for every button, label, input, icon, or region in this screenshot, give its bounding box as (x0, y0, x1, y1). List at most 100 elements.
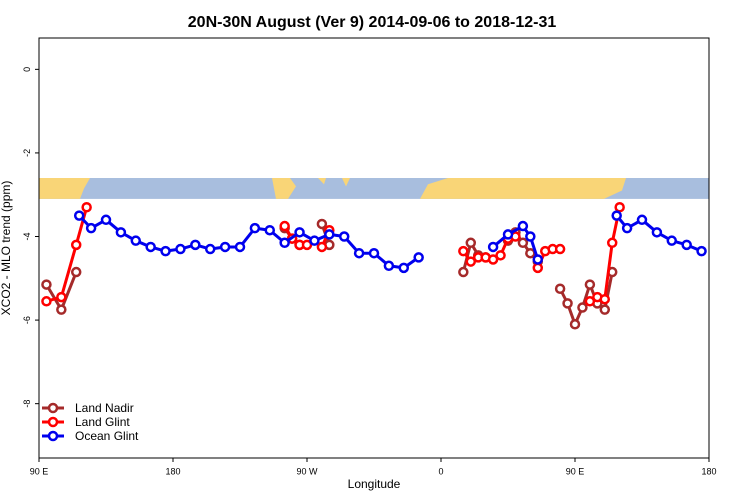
legend-label-ocean-glint: Ocean Glint (75, 429, 139, 443)
y-axis-label: XCO2 - MLO trend (ppm) (0, 181, 13, 316)
legend-entry-land-glint: Land Glint (42, 415, 130, 429)
series-2-line-0 (78, 214, 420, 270)
series-1-point (532, 262, 544, 274)
series-1-point (56, 291, 67, 303)
series-2-point (279, 237, 290, 249)
series-2-point (696, 245, 707, 257)
series-0-point (569, 319, 581, 330)
y-tick-label: 0 (22, 67, 32, 72)
map-land-0 (39, 178, 90, 199)
series-2-point (160, 245, 171, 257)
series-2-point (130, 235, 142, 246)
x-axis-label: Longitude (348, 477, 401, 491)
series-2-point (413, 252, 424, 263)
y-tick-label: -4 (22, 232, 32, 240)
series-2-point (681, 239, 692, 251)
series-0-point (458, 266, 469, 278)
series-1-point (554, 243, 566, 255)
series-2-point (204, 243, 216, 255)
series-1-point (599, 293, 611, 305)
series-2-point (383, 260, 395, 272)
series-2-point (85, 222, 97, 234)
legend-entry-land-nadir: Land Nadir (42, 401, 134, 415)
series-1-point (301, 239, 313, 251)
series-2-point (487, 241, 499, 253)
series-layer (41, 202, 707, 330)
series-1-point (458, 245, 469, 257)
series-2-point (324, 229, 335, 240)
series-2-point (398, 262, 410, 274)
series-2-point (234, 241, 246, 253)
y-tick-label: -2 (22, 149, 32, 157)
series-2-point (190, 239, 201, 251)
map-land-5 (464, 186, 474, 199)
series-2-point (517, 220, 529, 232)
x-tick-label: 180 (165, 466, 180, 476)
series-2-point (249, 222, 261, 234)
x-tick-label: 180 (701, 466, 716, 476)
series-2-point (100, 214, 112, 226)
series-2-point (532, 254, 544, 265)
series-2 (73, 210, 707, 274)
series-0-point (465, 237, 477, 249)
series-1-point (495, 250, 506, 261)
series-2-point (309, 235, 320, 246)
series-2-point (219, 241, 231, 253)
series-1-point (606, 237, 618, 249)
map-land-1 (272, 178, 296, 199)
series-2-point (115, 227, 127, 238)
series-0-point (562, 298, 573, 309)
legend-entry-ocean-glint: Ocean Glint (42, 429, 139, 443)
plot-frame (38, 37, 710, 459)
x-tick-label: 90 E (30, 466, 49, 476)
series-1-point (584, 296, 596, 307)
map-land-2 (318, 178, 326, 185)
series-2-point (145, 241, 156, 253)
series-2-point (636, 214, 648, 226)
series-1-line-0 (46, 206, 89, 303)
series-0-point (577, 302, 588, 313)
legend: Land Nadir Land Glint Ocean Glint (42, 401, 139, 443)
x-tick-label: 90 E (566, 466, 585, 476)
series-0-point (56, 304, 67, 315)
map-strip (39, 178, 709, 199)
series-0-point (525, 247, 536, 259)
series-2-point (621, 222, 633, 234)
series-2-point (502, 229, 514, 240)
series-1-point (316, 241, 328, 253)
map-land-3 (342, 178, 350, 187)
series-2-point (651, 227, 663, 238)
series-2-point (368, 247, 380, 259)
series-0-point (316, 218, 328, 230)
series-2-point (666, 235, 678, 246)
legend-label-land-nadir: Land Nadir (75, 401, 134, 415)
y-axis: 0 -2 -4 -6 -8 (22, 67, 39, 408)
series-2-point (611, 210, 622, 221)
series-1-point (614, 202, 625, 213)
series-1-point (70, 239, 82, 251)
series-2-point (73, 210, 85, 221)
map-land-4 (420, 178, 626, 199)
y-tick-label: -8 (22, 400, 32, 408)
legend-label-land-glint: Land Glint (75, 415, 130, 429)
x-tick-label: 90 W (296, 466, 318, 476)
series-1-point (487, 254, 499, 265)
series-0-point (599, 304, 611, 315)
x-axis: 90 E 180 90 W 0 90 E 180 (30, 458, 717, 476)
series-1-point (41, 296, 52, 307)
series-1-point (279, 220, 290, 232)
map-land-6 (526, 188, 552, 199)
y-tick-label: -6 (22, 316, 32, 324)
series-1-point (81, 202, 92, 213)
chart-title: 20N-30N August (Ver 9) 2014-09-06 to 201… (188, 14, 557, 31)
series-1-point (465, 256, 477, 267)
x-tick-label: 0 (438, 466, 443, 476)
series-1 (41, 202, 625, 307)
series-2-point (353, 247, 365, 259)
series-0-point (70, 266, 82, 278)
series-2-point (294, 227, 305, 238)
series-0-point (517, 237, 529, 249)
series-0-point (554, 283, 566, 294)
series-2-point (338, 231, 350, 242)
